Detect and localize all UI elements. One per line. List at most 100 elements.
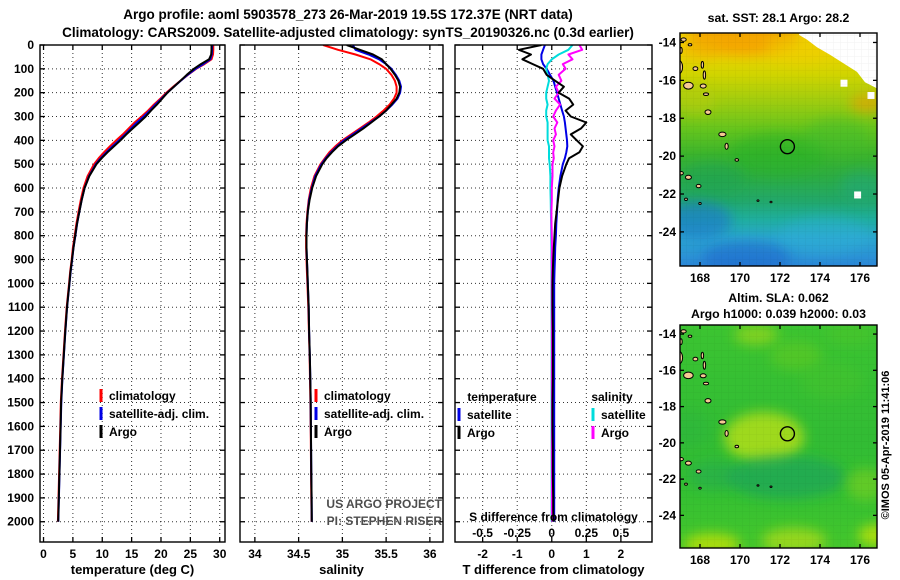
page-title: Argo profile: aoml 5903578_273 26-Mar-20… (123, 7, 573, 22)
difference-profile-curves (517, 45, 588, 522)
temperature-profile-curve-satellite-adj-clim- (57, 45, 214, 522)
sst-map: 168 170 172 174 176 -14 -16 -18 -20 -22 -24 sat. SS… (659, 11, 900, 285)
temperature-profile-curve-climatology (56, 45, 215, 522)
island (882, 93, 894, 99)
lat-tick-label: -20 (659, 436, 677, 450)
temperature-profile-curves (56, 45, 215, 522)
x-tick-label: 0 (40, 547, 47, 561)
island (680, 60, 684, 75)
x-tick-label: 0 (548, 547, 555, 561)
depth-tick-label: 2000 (7, 515, 34, 529)
lon-tick-label: 170 (730, 553, 750, 567)
legend-label: Argo (109, 425, 137, 439)
x-tick-label: -2 (477, 547, 488, 561)
x-tick-label: 34 (248, 547, 262, 561)
lat-tick-label: -14 (659, 327, 677, 341)
x-tick-label: 35 (336, 547, 350, 561)
lat-tick-label: -18 (659, 400, 677, 414)
difference-profile-curve-t-argo (517, 45, 588, 522)
secondary-tick-label: 0.25 (575, 526, 599, 540)
depth-tick-label: 300 (14, 110, 34, 124)
lat-tick-label: -24 (659, 508, 677, 522)
island (698, 202, 702, 205)
island (692, 356, 699, 362)
island (700, 60, 705, 69)
sst-map-frame (679, 32, 878, 267)
lat-tick-label: -14 (659, 35, 677, 49)
depth-tick-label: 1500 (7, 396, 34, 410)
island (734, 444, 740, 449)
lon-tick-label: 176 (850, 553, 870, 567)
x-tick-label: 10 (96, 547, 110, 561)
depth-tick-label: 700 (14, 205, 34, 219)
depth-tick-label: 1000 (7, 276, 34, 290)
island (769, 485, 773, 488)
lat-tick-label: -24 (659, 225, 677, 239)
depth-tick-label: 600 (14, 181, 34, 195)
legend-label: Argo (601, 426, 629, 440)
sla-map: 168 170 172 174 176 -14 -16 -18 -20 -22 -24 Altim. … (659, 291, 878, 567)
lat-tick-label: -20 (659, 149, 677, 163)
island (683, 371, 694, 380)
imos-watermark: ©IMOS 05-Apr-2019 11:41:06 (880, 370, 892, 520)
island (698, 486, 702, 490)
sla-map-frame (679, 324, 878, 549)
island (886, 110, 900, 125)
lon-tick-label: 168 (690, 271, 710, 285)
lat-tick-label: -16 (659, 73, 677, 87)
depth-tick-label: 200 (14, 86, 34, 100)
depth-tick-label: 1700 (7, 443, 34, 457)
secondary-tick-label: 0 (548, 526, 555, 540)
x-tick-label: 35.5 (374, 547, 398, 561)
salinity-profile-curve-climatology (305, 45, 398, 522)
island (680, 37, 687, 42)
island (702, 70, 707, 80)
lat-tick-label: -16 (659, 363, 677, 377)
float-position-marker (779, 426, 796, 442)
legend-label: satellite (601, 408, 646, 422)
depth-tick-label: 800 (14, 229, 34, 243)
difference-profile-frame (454, 44, 653, 543)
x-axis-label: temperature (deg C) (71, 562, 195, 577)
island (756, 199, 760, 202)
salinity-profile-frame (239, 44, 444, 543)
salinity-profile: 34 34.5 35 35.5 36 salinity climatology satelli… (239, 44, 444, 577)
lon-tick-label: 176 (850, 271, 870, 285)
depth-tick-label: 1100 (8, 300, 34, 314)
island (702, 381, 710, 386)
island (684, 197, 688, 201)
map-title: Argo h1000: 0.039 h2000: 0.03 (691, 307, 866, 321)
depth-tick-label: 1200 (7, 324, 34, 338)
legend-label: satellite-adj. clim. (109, 407, 209, 421)
island (680, 457, 684, 462)
project-annotation: US ARGO PROJECT (326, 497, 442, 511)
island (724, 142, 729, 150)
depth-tick-label: 0 (27, 38, 34, 52)
sla-map-field (680, 325, 877, 548)
legend-label: satellite (467, 408, 512, 422)
island (700, 351, 705, 360)
legend-label: Argo (467, 426, 495, 440)
island (684, 174, 692, 180)
island (687, 334, 693, 338)
lon-tick-label: 174 (810, 553, 830, 567)
island (680, 329, 687, 334)
depth-tick-label: 1800 (7, 467, 34, 481)
secondary-tick-label: -0.5 (472, 526, 493, 540)
temperature-profile-curve-argo (57, 45, 213, 522)
legend-label: climatology (324, 389, 391, 403)
difference-profile-curve-s-argo (550, 45, 584, 522)
island (683, 81, 694, 90)
x-tick-label: 20 (154, 547, 168, 561)
sst-map-field (680, 33, 900, 266)
x-tick-label: 34.5 (287, 547, 311, 561)
depth-tick-label: 1300 (7, 348, 34, 362)
island (769, 200, 773, 204)
x-tick-label: 5 (70, 547, 77, 561)
depth-tick-label: 400 (14, 133, 34, 147)
depth-tick-label: 1600 (7, 419, 34, 433)
island (718, 131, 727, 138)
salinity-profile-curve-argo (305, 45, 402, 522)
legend-group-header: temperature (467, 390, 537, 404)
